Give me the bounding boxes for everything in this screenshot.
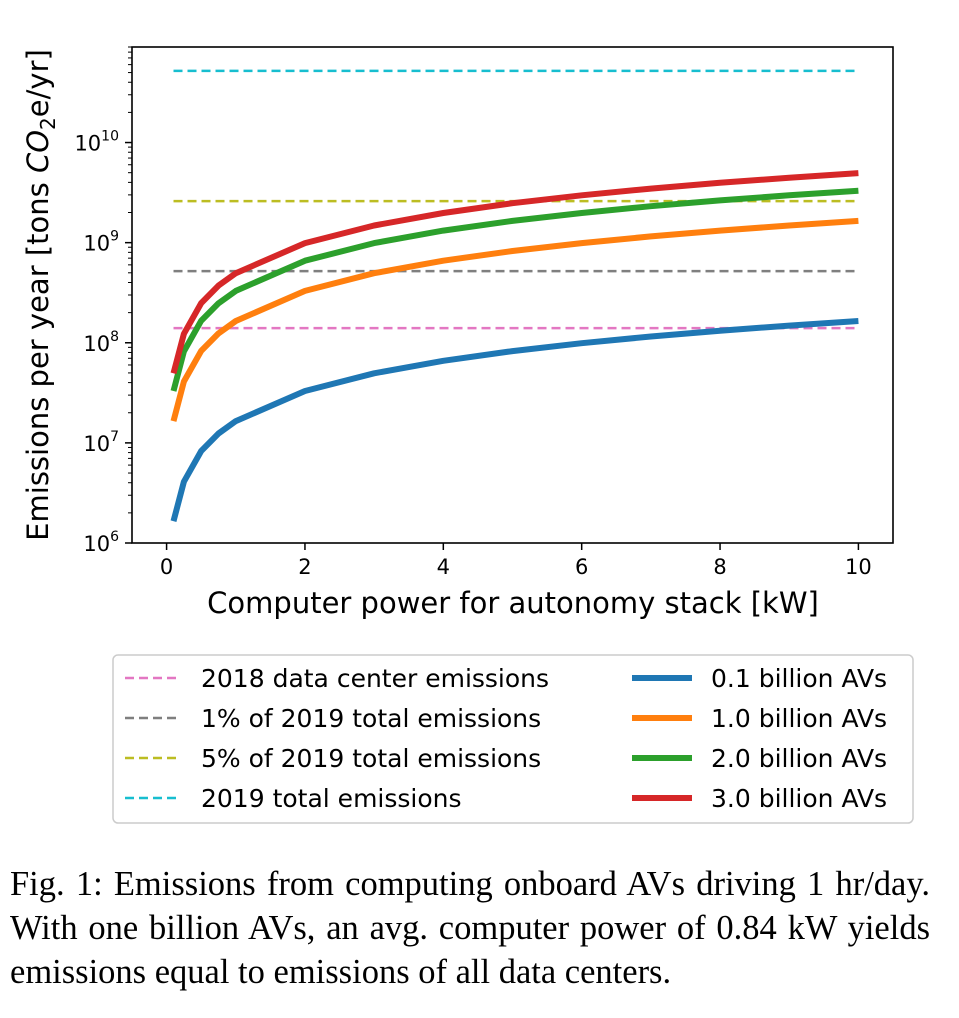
y-tick-label-4: 1010 [74, 129, 119, 156]
axes [131, 46, 894, 544]
series-lines [170, 170, 859, 522]
legend-label-ref-2: 5% of 2019 total emissions [201, 744, 541, 773]
legend-label-ref-0: 2018 data center emissions [201, 664, 549, 693]
legend-frame [112, 654, 914, 824]
y-tick-label-2: 108 [83, 329, 119, 356]
ticks: 0 2 4 6 8 10 106 107 108 109 1010 [74, 46, 872, 579]
legend-label-series-2: 2.0 billion AVs [711, 744, 887, 773]
legend-label-series-3: 3.0 billion AVs [711, 784, 887, 813]
series-line-2 [170, 187, 859, 392]
legend-label-series-0: 0.1 billion AVs [711, 664, 887, 693]
y-axis-label: Emissions per year [tons CO2e/yr] [21, 49, 60, 541]
chart: 0 2 4 6 8 10 106 107 108 109 1010 Computer power f… [21, 46, 914, 824]
legend-label-ref-1: 1% of 2019 total emissions [201, 704, 541, 733]
legend-label-series-1: 1.0 billion AVs [711, 704, 887, 733]
series-line-3 [170, 170, 859, 375]
series-line-1 [170, 217, 859, 422]
x-tick-label-3: 6 [575, 555, 588, 579]
x-axis-label: Computer power for autonomy stack [kW] [207, 586, 819, 620]
x-tick-label-0: 0 [160, 555, 173, 579]
legend-label-ref-3: 2019 total emissions [201, 784, 462, 813]
x-tick-label-1: 2 [298, 555, 311, 579]
x-tick-label-4: 8 [713, 555, 726, 579]
figure-caption: Fig. 1: Emissions from computing onboard… [10, 865, 930, 991]
legend: 2018 data center emissions 1% of 2019 tot… [112, 654, 914, 824]
series-line-0 [170, 318, 859, 522]
y-tick-label-0: 106 [83, 529, 119, 556]
x-tick-label-5: 10 [845, 555, 872, 579]
x-tick-label-2: 4 [437, 555, 450, 579]
y-tick-label-1: 107 [83, 429, 119, 456]
plot-frame [131, 46, 894, 544]
y-tick-label-3: 109 [83, 229, 119, 256]
